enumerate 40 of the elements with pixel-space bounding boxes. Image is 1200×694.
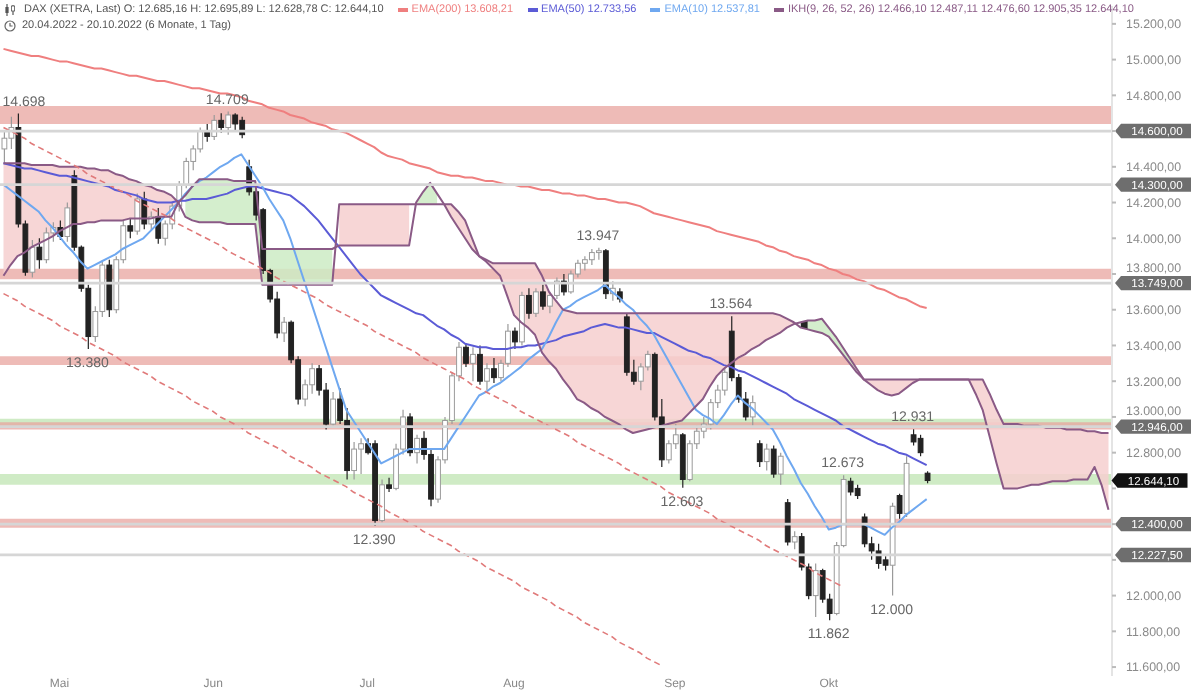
candlestick bbox=[477, 344, 483, 386]
candlestick bbox=[679, 432, 686, 489]
candlestick bbox=[533, 287, 539, 318]
candlestick bbox=[351, 441, 357, 481]
candlestick bbox=[379, 478, 385, 523]
line-series bbox=[2, 47, 928, 309]
candlestick bbox=[721, 366, 728, 397]
candlestick bbox=[581, 255, 588, 272]
candlestick bbox=[595, 247, 602, 261]
candlestick bbox=[484, 362, 490, 391]
candlestick bbox=[36, 237, 43, 270]
candlestick bbox=[763, 443, 770, 472]
candlestick bbox=[519, 291, 525, 347]
candlestick bbox=[512, 327, 518, 350]
candlestick bbox=[64, 201, 71, 243]
candlestick bbox=[491, 357, 497, 384]
line-series bbox=[2, 292, 662, 667]
candlestick bbox=[470, 346, 476, 382]
candlestick bbox=[896, 493, 903, 520]
candlestick bbox=[756, 439, 763, 468]
candlestick bbox=[330, 391, 336, 429]
candlestick bbox=[225, 110, 232, 136]
candlestick bbox=[526, 287, 532, 320]
candlestick bbox=[127, 218, 134, 239]
candlestick bbox=[540, 284, 546, 311]
candlestick bbox=[917, 434, 924, 457]
candlestick bbox=[358, 437, 364, 475]
candlestick bbox=[281, 316, 288, 343]
candlestick bbox=[770, 444, 777, 479]
candlestick bbox=[463, 343, 469, 368]
candlestick bbox=[784, 498, 791, 547]
candlestick bbox=[777, 452, 784, 486]
candlestick bbox=[29, 239, 36, 279]
candlestick bbox=[43, 226, 50, 264]
candlestick bbox=[218, 112, 225, 134]
candlestick bbox=[812, 562, 819, 618]
candlestick bbox=[106, 259, 113, 318]
candlestick bbox=[134, 193, 141, 236]
candlestick bbox=[386, 477, 392, 493]
candlestick bbox=[211, 114, 218, 141]
